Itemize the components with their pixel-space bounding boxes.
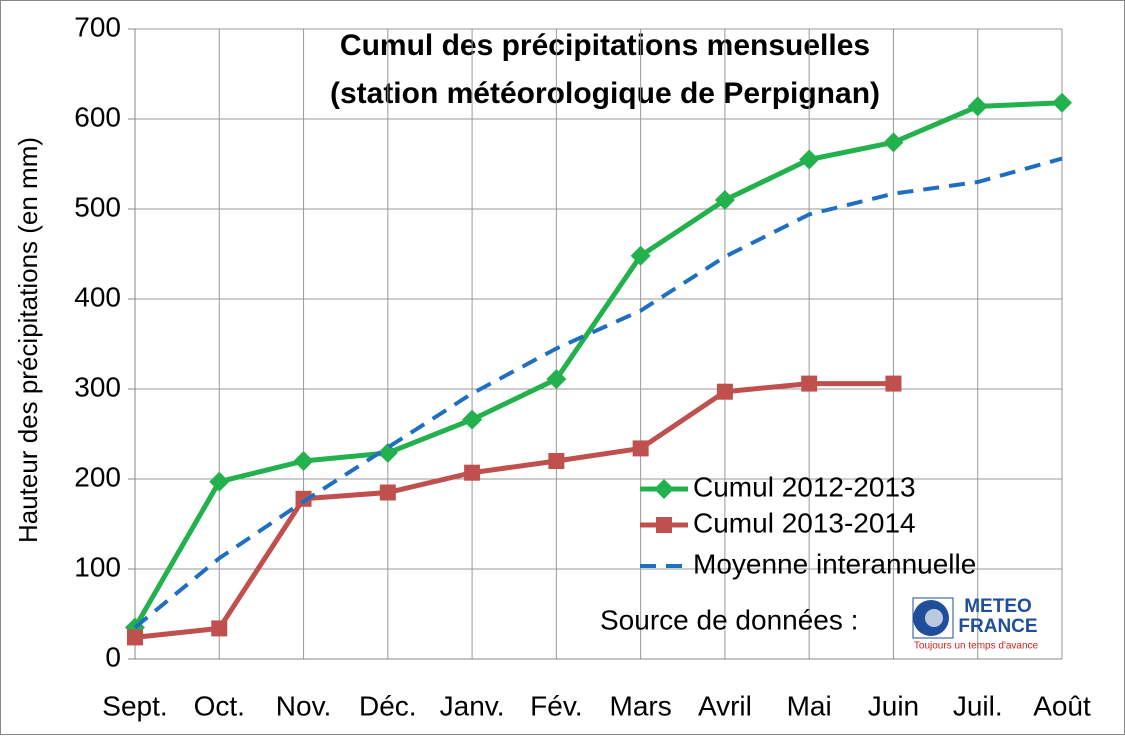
marker [801,375,818,392]
marker [885,375,902,392]
y-axis-label: Hauteur des précipitations (en mm) [13,137,43,543]
marker [209,471,230,492]
source-label: Source de données : [600,604,858,635]
logo-text: METEO [964,596,1032,617]
marker [127,629,143,646]
marker [630,245,651,266]
logo-text: FRANCE [958,616,1037,637]
legend-marker [654,479,674,499]
x-tick-label: Nov. [276,690,332,721]
x-tick-label: Janv. [440,690,505,721]
legend-label: Cumul 2013-2014 [693,507,916,538]
y-tick-label: 300 [74,371,121,402]
marker [883,132,904,153]
x-tick-label: Fév. [530,690,582,721]
marker [714,190,735,210]
marker [548,453,565,469]
x-tick-label: Août [1033,690,1091,721]
y-tick-label: 0 [105,641,121,672]
x-tick-label: Sept. [102,690,167,721]
x-tick-label: Juin [868,690,919,721]
y-tick-label: 500 [74,191,121,222]
legend-label: Moyenne interannuelle [693,548,976,579]
marker [295,490,312,507]
legend-marker [656,517,672,533]
series-line [134,381,894,640]
series-line [133,156,1063,630]
marker [546,369,567,390]
marker [632,440,649,457]
marker [1052,92,1072,113]
marker [377,442,398,463]
y-tick-label: 400 [74,281,121,312]
marker [379,484,396,501]
logo-globe-inner [925,609,943,627]
chart-title: (station météorologique de Perpignan) [330,77,880,110]
marker [462,409,483,430]
marker [716,383,733,400]
marker [967,96,988,117]
x-tick-label: Mai [787,690,832,721]
y-tick-label: 600 [74,101,121,132]
y-tick-label: 100 [74,551,121,582]
marker [211,620,228,637]
x-tick-label: Mars [610,690,672,721]
chart-title: Cumul des précipitations mensuelles [340,29,870,62]
logo-bg [912,597,954,639]
x-tick-label: Avril [698,690,752,721]
logo-tagline: Toujours un temps d'avance [914,641,1039,652]
y-tick-label: 700 [74,11,121,42]
marker [799,149,820,170]
x-tick-label: Déc. [359,690,417,721]
marker [293,451,314,471]
marker [464,464,481,481]
y-tick-label: 200 [74,461,121,492]
series-line [132,100,1063,629]
legend-label: Cumul 2012-2013 [693,471,916,502]
x-tick-label: Juil. [953,690,1003,721]
x-tick-label: Oct. [194,690,245,721]
